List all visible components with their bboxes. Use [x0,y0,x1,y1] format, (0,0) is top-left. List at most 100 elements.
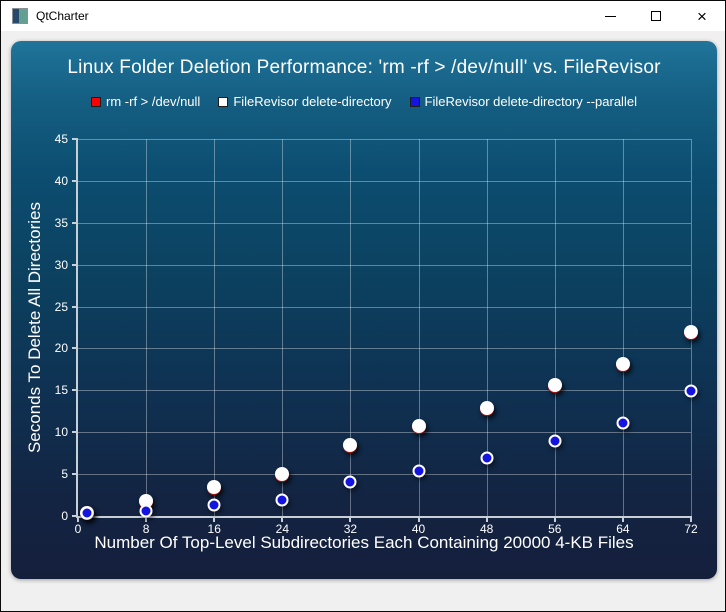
chart-canvas: Linux Folder Deletion Performance: 'rm -… [11,41,717,579]
x-tick-label: 40 [411,522,426,536]
data-point[interactable] [412,464,426,478]
minimize-button[interactable] [587,1,633,31]
data-point[interactable] [547,377,562,392]
data-point[interactable] [684,324,698,339]
x-tick [553,518,556,522]
data-point[interactable] [548,434,562,448]
data-point[interactable] [80,506,93,520]
data-point[interactable] [139,493,154,508]
gridline-y [78,390,691,392]
legend-item[interactable]: rm -rf > /dev/null [91,94,200,109]
data-point[interactable] [479,400,494,415]
x-tick-label: 64 [616,522,630,536]
caption-buttons: × [587,1,725,31]
gridline-x [486,139,488,516]
chart-title: Linux Folder Deletion Performance: 'rm -… [67,57,661,78]
y-tick-label: 0 [61,509,68,523]
x-tick [690,518,692,522]
gridline-y [78,139,691,140]
y-tick-label: 40 [54,173,68,188]
gridline-y [78,180,691,182]
data-point[interactable] [684,384,698,398]
legend-label: FileRevisor delete-directory --parallel [424,94,637,109]
y-tick-label: 10 [54,425,68,440]
y-tick-label: 20 [54,341,68,356]
data-point[interactable] [139,504,153,518]
gridline-x [282,139,284,516]
app-icon[interactable] [12,8,28,24]
data-point[interactable] [207,498,221,512]
x-axis-line [76,516,692,518]
data-point[interactable] [275,467,290,482]
titlebar[interactable]: QtCharter × [1,1,725,31]
gridline-x [214,139,216,516]
data-point[interactable] [411,418,426,433]
x-tick [281,518,284,522]
y-tick-label: 45 [54,132,68,146]
legend-label: FileRevisor delete-directory [233,94,392,109]
x-tick-label: 0 [74,522,82,536]
maximize-button[interactable] [633,1,679,31]
y-tick-label: 30 [54,257,68,272]
x-tick-label: 16 [207,522,221,536]
y-tick [72,431,76,434]
data-point[interactable] [207,480,222,495]
x-axis-title: Number Of Top-Level Subdirectories Each … [94,533,634,552]
x-tick-label: 8 [142,522,150,536]
legend: rm -rf > /dev/null FileRevisor delete-dir… [11,94,717,109]
y-axis-line [76,138,78,517]
gridline-y [78,306,691,308]
y-tick [72,221,76,224]
close-button[interactable]: × [679,1,725,31]
close-icon: × [697,6,707,26]
gridline-x [554,139,556,516]
gridline-y [78,222,691,224]
gridline-x [146,139,148,516]
y-tick [72,138,76,140]
x-tick-label: 32 [343,522,358,536]
x-tick [77,518,79,522]
legend-item[interactable]: FileRevisor delete-directory --parallel [409,94,637,109]
y-axis-title: Seconds To Delete All Directories [25,201,44,454]
x-tick-label: 48 [479,522,494,536]
gridline-y [78,348,691,350]
y-tick-label: 5 [61,467,68,482]
x-tick-label: 72 [684,522,698,536]
data-point[interactable] [275,493,289,507]
x-tick [213,518,216,522]
x-tick-label: 24 [275,522,290,536]
window-title: QtCharter [36,9,89,23]
gridline-x [350,139,352,516]
gridline-x [418,139,420,516]
x-tick-label: 56 [548,522,562,536]
gridline-y [78,264,691,266]
maximize-icon [651,11,661,21]
data-point[interactable] [480,451,494,465]
y-tick [72,473,76,476]
gridline-y [78,432,691,434]
y-tick [72,305,76,308]
legend-swatch-icon [409,96,420,107]
y-tick-label: 15 [54,383,68,398]
x-tick [621,518,624,522]
y-tick-label: 25 [54,299,68,314]
gridline-y [78,474,691,476]
legend-label: rm -rf > /dev/null [106,94,201,109]
data-point[interactable] [343,475,357,489]
x-tick [485,518,488,522]
x-tick [145,518,148,522]
data-point[interactable] [615,356,630,371]
y-tick [72,179,76,182]
y-tick [72,263,76,266]
y-tick [72,347,76,350]
data-point[interactable] [343,438,358,453]
legend-item[interactable]: FileRevisor delete-directory [218,94,392,109]
legend-swatch-icon [91,96,102,107]
data-point[interactable] [616,416,630,430]
y-tick-label: 35 [54,215,68,230]
legend-swatch-icon [218,96,229,107]
x-tick [417,518,420,522]
minimize-icon [604,15,616,17]
gridline-x [622,139,624,516]
